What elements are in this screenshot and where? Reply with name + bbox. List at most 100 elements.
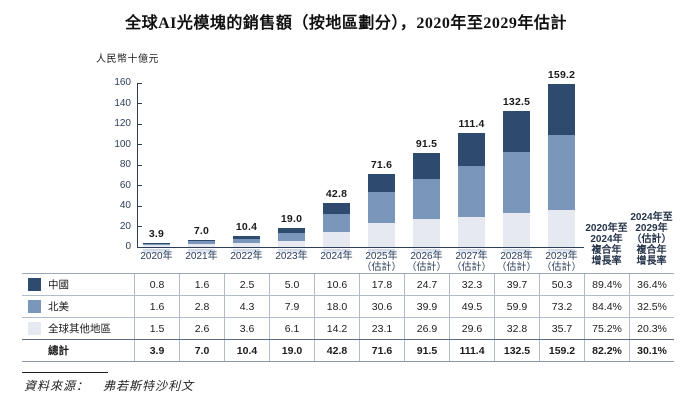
y-axis-tick-label: 0	[125, 241, 131, 252]
bar-segment-rest_of_world	[233, 243, 260, 247]
y-axis-unit-label: 人民幣十億元	[96, 54, 159, 65]
x-axis-label: 2022年	[230, 251, 263, 262]
bar-total-label: 111.4	[458, 117, 485, 130]
bar-segment-china	[278, 227, 305, 233]
y-axis-tick-label: 80	[119, 159, 131, 170]
bar-segment-rest_of_world	[368, 223, 395, 247]
cagr-column-header: 2020年至 2024年 複合年 增長率	[585, 223, 628, 267]
bar-segment-north_america	[323, 214, 350, 233]
table-cell: 82.2%	[584, 340, 629, 361]
stacked-bar	[233, 236, 260, 247]
bar-total-label: 19.0	[280, 212, 303, 225]
bar-segment-rest_of_world	[548, 210, 575, 247]
bar-segment-rest_of_world	[278, 240, 305, 247]
table-cell: 89.4%	[584, 274, 629, 295]
table-cell: 18.0	[314, 296, 359, 317]
x-axis-label: 2026年 （估計）	[406, 251, 447, 273]
y-axis-tick	[138, 226, 142, 228]
table-cell: 29.6	[449, 318, 494, 339]
table-cell: 20.3%	[629, 318, 674, 339]
legend-swatch-rest_of_world	[28, 322, 41, 335]
stacked-bar	[413, 153, 440, 247]
bar-segment-north_america	[458, 165, 485, 217]
y-axis-tick	[138, 103, 142, 105]
bar-segment-rest_of_world	[143, 245, 170, 247]
bar-reflection	[143, 248, 170, 255]
bar-reflection	[458, 248, 485, 255]
table-cell: 7.9	[269, 296, 314, 317]
bar-segment-north_america	[548, 135, 575, 211]
stacked-bar	[143, 243, 170, 247]
stacked-bar	[323, 203, 350, 247]
bar-segment-north_america	[278, 232, 305, 241]
x-axis-line	[137, 246, 584, 249]
y-axis-tick	[138, 185, 142, 187]
table-cell: 49.5	[449, 296, 494, 317]
row-label: 北美	[48, 301, 69, 313]
table-cell: 35.7	[539, 318, 584, 339]
table-cell: 39.9	[404, 296, 449, 317]
table-cell: 159.2	[539, 340, 584, 361]
bar-segment-china	[413, 153, 440, 179]
table-cell: 1.5	[134, 318, 179, 339]
table-cell: 2.6	[179, 318, 224, 339]
table-cell: 75.2%	[584, 318, 629, 339]
bar-reflection	[188, 248, 215, 255]
cagr-column-header: 2024年至 2029年 （估計） 複合年 增長率	[630, 212, 673, 267]
row-label-cell: 全球其他地區	[22, 318, 134, 339]
bar-reflection	[503, 248, 530, 255]
table-cell: 26.9	[404, 318, 449, 339]
stacked-bar	[188, 239, 215, 247]
bar-segment-north_america	[368, 191, 395, 224]
bar-total-label: 159.2	[547, 68, 576, 81]
table-cell: 5.0	[269, 274, 314, 295]
bar-segment-rest_of_world	[413, 219, 440, 247]
table-cell: 1.6	[134, 296, 179, 317]
stacked-bar	[458, 132, 485, 247]
table-cell: 132.5	[494, 340, 539, 361]
bar-segment-north_america	[143, 243, 170, 246]
bar-segment-north_america	[188, 241, 215, 245]
stacked-bar	[368, 173, 395, 247]
bar-segment-rest_of_world	[458, 216, 485, 247]
table-cell: 7.0	[179, 340, 224, 361]
y-axis-tick	[138, 82, 142, 84]
y-axis-line	[136, 83, 138, 248]
bar-segment-china	[548, 83, 575, 136]
row-label-cell: 總計	[22, 340, 134, 361]
bar-segment-china	[368, 173, 395, 192]
table-cell: 42.8	[314, 340, 359, 361]
bar-total-label: 71.6	[370, 158, 393, 171]
table-cell: 32.3	[449, 274, 494, 295]
stacked-bar	[548, 83, 575, 247]
x-axis-label: 2025年 （估計）	[361, 251, 402, 273]
bar-segment-china	[503, 111, 530, 152]
bar-segment-rest_of_world	[503, 213, 530, 247]
table-cell: 4.3	[224, 296, 269, 317]
y-axis-tick	[138, 123, 142, 125]
stacked-bar	[503, 111, 530, 247]
x-axis-label: 2028年 （估計）	[496, 251, 537, 273]
data-table: 中國 0.8 1.6 2.5 5.0 10.6 17.8 24.7 32.3 39.7 50.3 89…	[22, 273, 674, 362]
table-cell: 2.5	[224, 274, 269, 295]
bar-segment-rest_of_world	[188, 244, 215, 247]
x-axis-label: 2021年	[185, 251, 218, 262]
table-cell: 32.8	[494, 318, 539, 339]
table-cell: 0.8	[134, 274, 179, 295]
legend-swatch-china	[28, 278, 41, 291]
row-label: 總計	[48, 345, 69, 357]
row-label: 全球其他地區	[48, 323, 111, 335]
table-cell: 39.7	[494, 274, 539, 295]
x-axis-label: 2029年 （估計）	[541, 251, 582, 273]
table-cell: 19.0	[269, 340, 314, 361]
row-label: 中國	[48, 279, 69, 291]
y-axis-tick	[138, 205, 142, 207]
source-label: 資料來源：	[24, 379, 90, 393]
bar-segment-china	[323, 203, 350, 214]
x-axis-label: 2024年	[320, 251, 353, 262]
source-name: 弗若斯特沙利文	[103, 379, 195, 393]
bar-reflection	[368, 248, 395, 255]
table-cell: 10.4	[224, 340, 269, 361]
table-cell: 24.7	[404, 274, 449, 295]
